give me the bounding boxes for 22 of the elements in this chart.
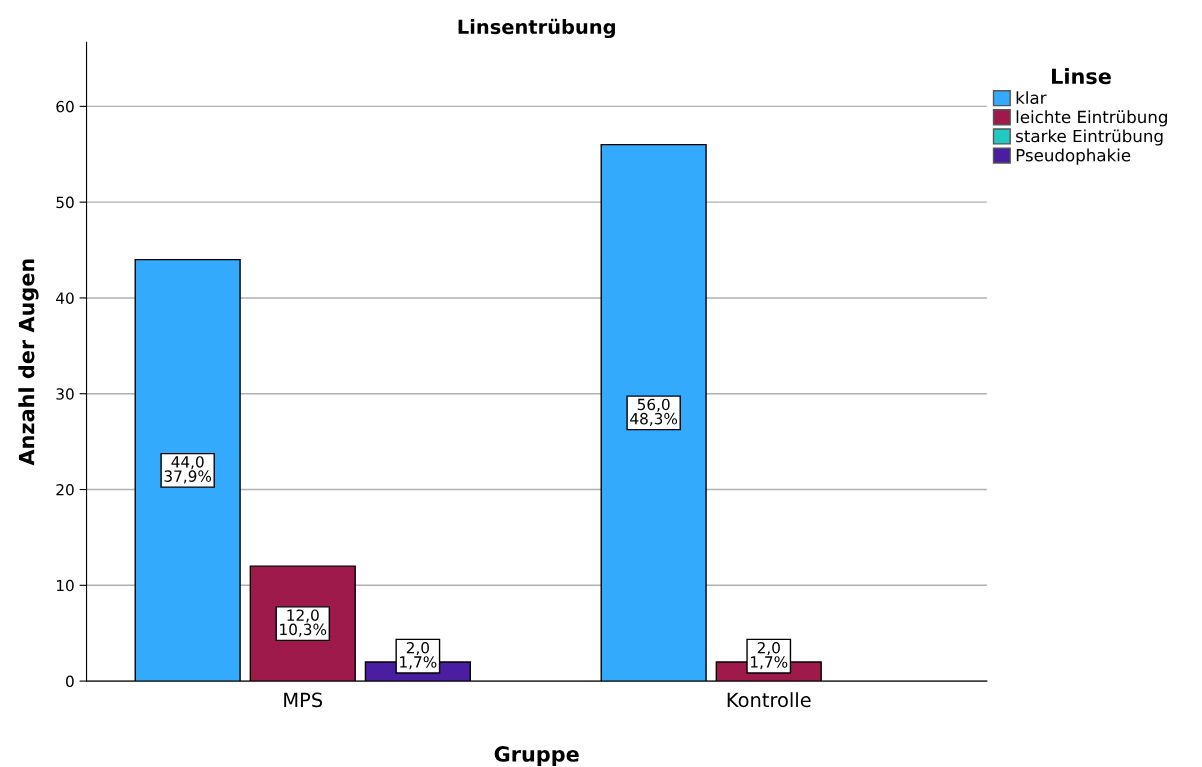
data-label: 56,0 48,3% — [630, 398, 678, 426]
y-tick-label: 0 — [66, 675, 74, 688]
x-tick-label: MPS — [284, 692, 323, 708]
legend-label: starke Eintrübung — [1016, 129, 1163, 146]
chart-title: Linsentrübung — [458, 18, 615, 39]
legend-label: leichte Eintrübung — [1016, 110, 1167, 127]
data-label: 44,0 37,9% — [164, 456, 212, 484]
y-axis-title: Anzahl der Augen — [18, 259, 39, 466]
x-tick-label: Kontrolle — [727, 692, 811, 708]
legend-label: Pseudophakie — [1016, 148, 1131, 165]
x-axis-title: Gruppe — [494, 746, 579, 766]
y-tick-label: 40 — [56, 292, 74, 304]
legend-title: Linse — [1052, 68, 1111, 85]
legend-label: klar — [1016, 91, 1047, 105]
data-label: 12,0 10,3% — [280, 609, 327, 637]
y-tick-label: 10 — [56, 579, 74, 592]
data-label: 2,0 1,7% — [400, 641, 437, 670]
y-tick-label: 20 — [56, 483, 74, 496]
y-tick-label: 30 — [56, 388, 74, 400]
y-tick-label: 60 — [56, 100, 74, 113]
y-tick-label: 50 — [56, 196, 74, 209]
data-label: 2,0 1,7% — [751, 641, 788, 670]
